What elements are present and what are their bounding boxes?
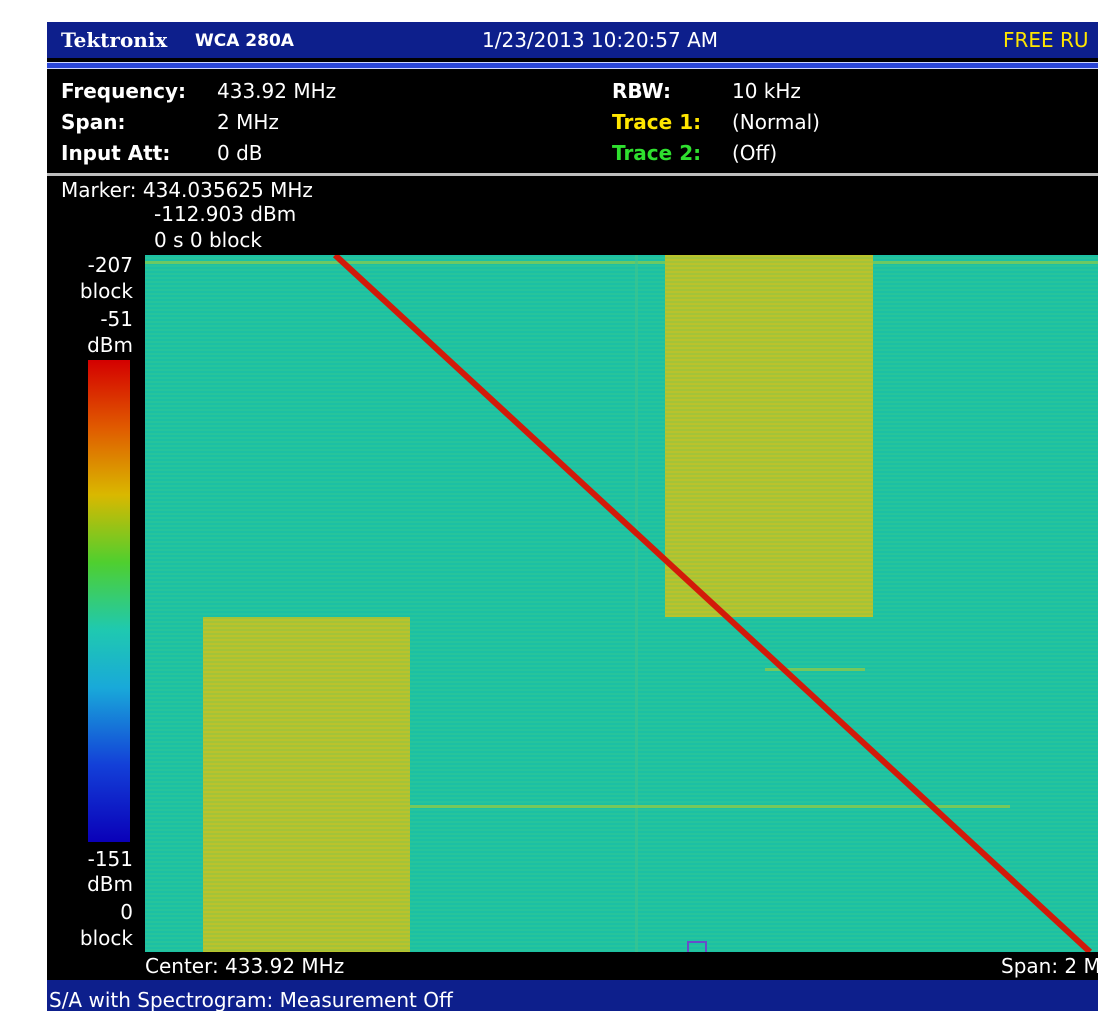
scale-unit: dBm <box>67 334 133 356</box>
setting-value: 433.92 MHz <box>217 80 336 102</box>
setting-label: RBW: <box>612 80 671 102</box>
marker-frequency: Marker: 434.035625 MHz <box>61 179 313 201</box>
center-frequency: Center: 433.92 MHz <box>145 955 344 977</box>
setting-label: Frequency: <box>61 80 186 102</box>
status-text: S/A with Spectrogram: Measurement Off <box>49 989 453 1011</box>
separator-line <box>47 62 1098 69</box>
screen: {"header": {"brand": "Tektronix", "model… <box>0 0 1098 1011</box>
scale-bottom-level: -151 <box>67 848 133 870</box>
scale-bottom-block: 0 <box>67 901 133 923</box>
setting-label: Span: <box>61 111 125 133</box>
setting-value: 0 dB <box>217 142 263 164</box>
marker-time: 0 s 0 block <box>154 229 262 251</box>
setting-value: 10 kHz <box>732 80 801 102</box>
span: Span: 2 M <box>1001 955 1098 977</box>
setting-label: Trace 1: <box>612 111 701 133</box>
spectrogram <box>145 255 1098 952</box>
model: WCA 280A <box>195 31 294 51</box>
scale-unit: block <box>67 280 133 302</box>
setting-label: Trace 2: <box>612 142 701 164</box>
setting-label: Input Att: <box>61 142 170 164</box>
run-mode: FREE RU <box>1003 29 1089 51</box>
setting-value: (Off) <box>732 142 777 164</box>
setting-value: 2 MHz <box>217 111 279 133</box>
title-bar: Tektronix WCA 280A 1/23/2013 10:20:57 AM… <box>47 22 1098 58</box>
scale-top-level: -51 <box>67 308 133 330</box>
scale-unit: dBm <box>67 873 133 895</box>
color-scale-bar <box>88 360 130 842</box>
scale-top-block: -207 <box>67 254 133 276</box>
brand: Tektronix <box>61 29 167 51</box>
setting-value: (Normal) <box>732 111 820 133</box>
scale-unit: block <box>67 927 133 949</box>
status-bar: S/A with Spectrogram: Measurement Off <box>47 980 1098 1011</box>
spectrogram-panel: Marker: 434.035625 MHz -112.903 dBm 0 s … <box>47 176 1098 980</box>
datetime: 1/23/2013 10:20:57 AM <box>482 29 718 51</box>
settings-panel: Frequency: 433.92 MHz Span: 2 MHz Input … <box>47 72 1098 173</box>
marker-level: -112.903 dBm <box>154 203 296 225</box>
